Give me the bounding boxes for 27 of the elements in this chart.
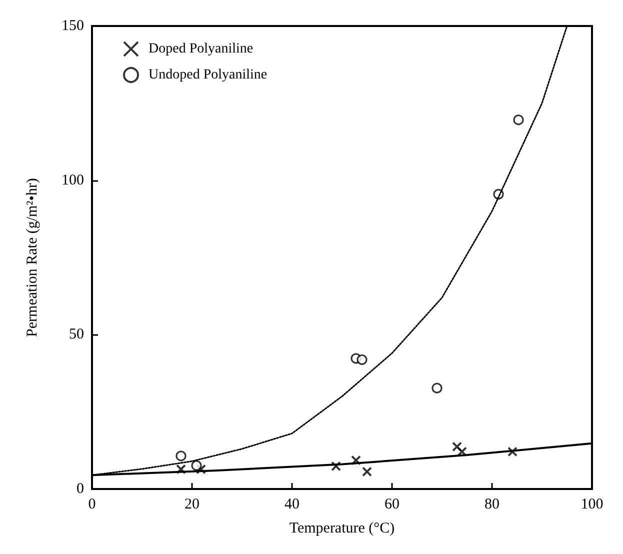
y-tick-label: 0 <box>76 481 84 497</box>
x-tick-label: 20 <box>184 496 200 512</box>
point <box>176 450 186 462</box>
point <box>351 455 361 466</box>
y-tick-label: 50 <box>69 326 84 343</box>
point <box>432 382 442 394</box>
point <box>196 464 206 474</box>
point <box>362 466 372 477</box>
legend-label: Doped Polyaniline <box>148 42 254 56</box>
point <box>513 114 524 126</box>
point <box>452 442 462 452</box>
point <box>457 446 467 457</box>
y-tick-label: 100 <box>62 172 84 188</box>
legend-label: Undoped Polyaniline <box>148 68 268 82</box>
y-tick-label: 150 <box>62 18 84 34</box>
y-axis-title: Permeation Rate (g/m²•hr) <box>24 178 40 337</box>
x-tick-label: 0 <box>88 496 96 512</box>
point <box>508 446 518 457</box>
x-tick-label: 40 <box>284 496 300 512</box>
point <box>191 460 202 471</box>
x-tick-label: 100 <box>580 496 604 512</box>
x-tick-label: 60 <box>384 496 400 512</box>
point <box>176 464 186 474</box>
point <box>331 461 341 472</box>
point <box>356 354 368 365</box>
x-axis-title: Temperature (°C) <box>289 520 395 536</box>
x-tick-label: 80 <box>484 496 500 512</box>
